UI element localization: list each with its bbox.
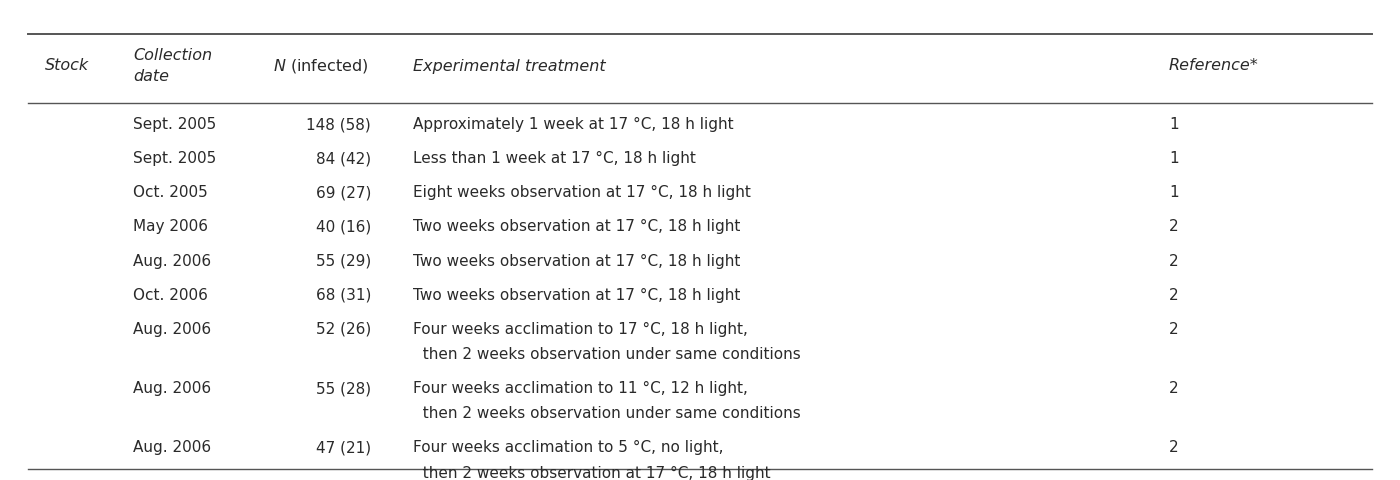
Text: 1: 1: [1169, 185, 1179, 200]
Text: 1: 1: [1169, 151, 1179, 166]
Text: Experimental treatment: Experimental treatment: [413, 59, 606, 73]
Text: then 2 weeks observation under same conditions: then 2 weeks observation under same cond…: [413, 347, 801, 362]
Text: 69 (27): 69 (27): [315, 185, 371, 200]
Text: Four weeks acclimation to 17 °C, 18 h light,: Four weeks acclimation to 17 °C, 18 h li…: [413, 322, 748, 337]
Text: 2: 2: [1169, 381, 1179, 396]
Text: 148 (58): 148 (58): [307, 117, 371, 132]
Text: Two weeks observation at 17 °C, 18 h light: Two weeks observation at 17 °C, 18 h lig…: [413, 253, 741, 269]
Text: 2: 2: [1169, 441, 1179, 456]
Text: Two weeks observation at 17 °C, 18 h light: Two weeks observation at 17 °C, 18 h lig…: [413, 288, 741, 303]
Text: 68 (31): 68 (31): [315, 288, 371, 303]
Text: Aug. 2006: Aug. 2006: [133, 441, 211, 456]
Text: Two weeks observation at 17 °C, 18 h light: Two weeks observation at 17 °C, 18 h lig…: [413, 219, 741, 234]
Text: Less than 1 week at 17 °C, 18 h light: Less than 1 week at 17 °C, 18 h light: [413, 151, 696, 166]
Text: Aug. 2006: Aug. 2006: [133, 253, 211, 269]
Text: 2: 2: [1169, 219, 1179, 234]
Text: 55 (29): 55 (29): [316, 253, 371, 269]
Text: Sept. 2005: Sept. 2005: [133, 151, 216, 166]
Text: 2: 2: [1169, 288, 1179, 303]
Text: Aug. 2006: Aug. 2006: [133, 322, 211, 337]
Text: 1: 1: [1169, 117, 1179, 132]
Text: Reference*: Reference*: [1169, 59, 1259, 73]
Text: Stock: Stock: [45, 59, 90, 73]
Text: 47 (21): 47 (21): [316, 441, 371, 456]
Text: Four weeks acclimation to 5 °C, no light,: Four weeks acclimation to 5 °C, no light…: [413, 441, 724, 456]
Text: Oct. 2005: Oct. 2005: [133, 185, 207, 200]
Text: 2: 2: [1169, 322, 1179, 337]
Text: 55 (28): 55 (28): [316, 381, 371, 396]
Text: Eight weeks observation at 17 °C, 18 h light: Eight weeks observation at 17 °C, 18 h l…: [413, 185, 750, 200]
Text: Sept. 2005: Sept. 2005: [133, 117, 216, 132]
Text: Collection: Collection: [133, 48, 213, 63]
Text: Four weeks acclimation to 11 °C, 12 h light,: Four weeks acclimation to 11 °C, 12 h li…: [413, 381, 748, 396]
Text: date: date: [133, 69, 169, 84]
Text: 84 (42): 84 (42): [316, 151, 371, 166]
Text: Oct. 2006: Oct. 2006: [133, 288, 207, 303]
Text: 40 (16): 40 (16): [316, 219, 371, 234]
Text: 2: 2: [1169, 253, 1179, 269]
Text: then 2 weeks observation under same conditions: then 2 weeks observation under same cond…: [413, 407, 801, 421]
Text: 52 (26): 52 (26): [316, 322, 371, 337]
Text: Approximately 1 week at 17 °C, 18 h light: Approximately 1 week at 17 °C, 18 h ligh…: [413, 117, 734, 132]
Text: Aug. 2006: Aug. 2006: [133, 381, 211, 396]
Text: $\mathit{N}$ (infected): $\mathit{N}$ (infected): [273, 57, 368, 75]
Text: then 2 weeks observation at 17 °C, 18 h light: then 2 weeks observation at 17 °C, 18 h …: [413, 466, 770, 480]
Text: May 2006: May 2006: [133, 219, 209, 234]
